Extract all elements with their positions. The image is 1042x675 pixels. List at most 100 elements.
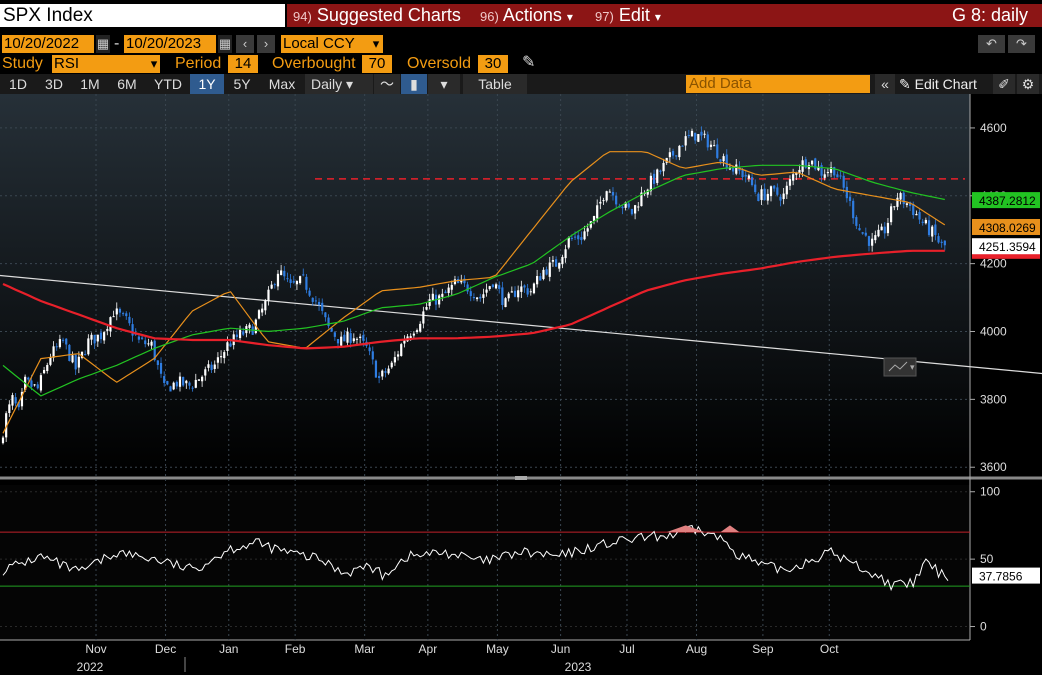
candle-body <box>532 283 536 294</box>
candle-body <box>561 256 564 265</box>
candle <box>656 168 659 186</box>
oversold-field[interactable]: 30 <box>478 55 508 73</box>
candle <box>608 189 611 193</box>
candle <box>103 330 106 344</box>
candle <box>163 371 166 387</box>
candle <box>548 256 551 282</box>
edit-menu[interactable]: 97) Edit ▾ <box>595 4 661 27</box>
candle <box>760 185 763 206</box>
period-field[interactable]: 14 <box>228 55 258 73</box>
candle-body <box>810 160 814 165</box>
candle-body <box>1 437 5 444</box>
currency-select[interactable]: Local CCY <box>281 35 369 53</box>
prev-period-button[interactable]: ‹ <box>236 35 254 53</box>
candle-body <box>431 293 434 301</box>
candle <box>820 162 823 182</box>
suggested-charts-menu[interactable]: 94) Suggested Charts <box>293 4 461 27</box>
candle <box>422 306 425 329</box>
candle-body <box>359 336 362 338</box>
candle <box>501 281 504 310</box>
candle <box>55 343 58 351</box>
chart-edit-icon[interactable]: ✐ <box>993 74 1015 94</box>
candle-body <box>201 376 204 382</box>
date-from-field[interactable]: 10/20/2022 <box>2 35 94 53</box>
pencil-icon[interactable]: ✎ <box>522 54 536 71</box>
candle-body <box>690 130 694 137</box>
chart-area[interactable]: Nov Dec Jan Feb Mar Apr May Jun Jul Aug Sep Oct 3600… <box>0 94 1042 675</box>
candle-body <box>188 382 191 386</box>
divider-handle[interactable] <box>515 476 527 480</box>
candle-body <box>150 341 153 346</box>
candle <box>106 324 109 336</box>
candle-body <box>703 133 706 135</box>
candle <box>438 293 441 308</box>
candle <box>883 222 886 239</box>
chevron-down-icon[interactable]: ▾ <box>148 55 160 73</box>
candle-body <box>867 236 871 246</box>
collapse-icon[interactable]: « <box>875 74 895 94</box>
edit-chart-button[interactable]: ✎ Edit Chart <box>899 74 977 94</box>
candle-body <box>921 221 924 223</box>
range-ytd[interactable]: YTD <box>154 76 182 92</box>
candle <box>564 244 567 263</box>
candle <box>469 286 472 302</box>
chevron-down-icon[interactable]: ▾ <box>428 74 460 94</box>
candle-body <box>627 203 630 208</box>
candle <box>14 393 17 407</box>
range-3d[interactable]: 3D <box>45 76 63 92</box>
candle-body <box>384 371 387 373</box>
candle <box>213 360 216 373</box>
candle-body <box>349 333 352 343</box>
ticker-field[interactable]: SPX Index <box>0 4 285 27</box>
candle <box>671 148 675 159</box>
frequency-select[interactable]: Daily ▾ <box>305 74 373 94</box>
candle <box>400 342 403 357</box>
candle <box>542 267 545 281</box>
range-1m[interactable]: 1M <box>80 76 100 92</box>
range-5y[interactable]: 5Y <box>233 76 251 92</box>
overbought-label: Overbought <box>272 55 356 72</box>
gear-icon[interactable]: ⚙ <box>1017 74 1039 94</box>
candle-body <box>175 381 178 387</box>
range-6m[interactable]: 6M <box>117 76 137 92</box>
calendar-icon[interactable]: ▦ <box>96 35 110 53</box>
candle-body <box>68 344 71 361</box>
range-1d[interactable]: 1D <box>9 76 27 92</box>
next-period-button[interactable]: › <box>257 35 275 53</box>
candle-body <box>671 150 675 156</box>
candle <box>924 217 927 225</box>
candle-body <box>213 364 216 369</box>
date-to-field[interactable]: 10/20/2023 <box>124 35 216 53</box>
x-tick-label: Mar <box>354 642 375 656</box>
study-select[interactable]: RSI <box>52 55 148 73</box>
candle <box>918 209 921 224</box>
calendar-icon[interactable]: ▦ <box>218 35 232 53</box>
candle <box>785 181 788 199</box>
candle <box>194 373 197 389</box>
line-chart-icon[interactable]: 〜 <box>374 74 400 94</box>
actions-menu[interactable]: 96) Actions ▾ <box>480 4 573 27</box>
candle <box>877 224 880 238</box>
chart-style-button[interactable]: ▾ <box>883 357 917 377</box>
candle <box>551 255 555 267</box>
candle <box>580 231 583 245</box>
candle-body <box>248 324 251 328</box>
overbought-field[interactable]: 70 <box>362 55 392 73</box>
candle-body <box>169 386 172 392</box>
candle-body <box>905 203 909 205</box>
candle-body <box>261 308 264 313</box>
table-button[interactable]: Table <box>463 74 527 94</box>
candle-body <box>747 175 750 179</box>
range-1y[interactable]: 1Y <box>190 74 224 94</box>
add-data-input[interactable]: Add Data <box>686 75 870 93</box>
chevron-down-icon[interactable]: ▾ <box>369 35 383 53</box>
candle-chart-icon[interactable]: ▮ <box>401 74 427 94</box>
undo-icon[interactable]: ↶ <box>978 35 1005 53</box>
candle-body <box>659 170 662 172</box>
candle-body <box>71 355 74 363</box>
candle-body <box>396 354 400 357</box>
candle <box>77 351 80 374</box>
redo-icon[interactable]: ↷ <box>1008 35 1035 53</box>
rsi-value-tag-bg <box>972 567 1040 584</box>
range-max[interactable]: Max <box>268 76 296 92</box>
